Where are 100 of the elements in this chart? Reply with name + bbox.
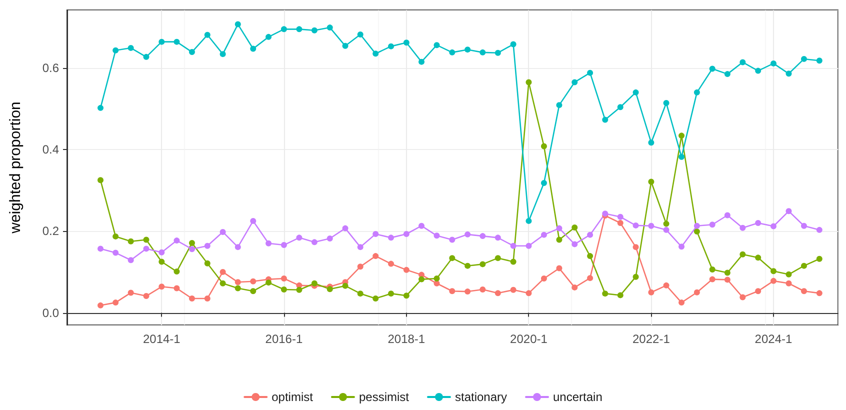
- point: [143, 236, 150, 243]
- point: [480, 49, 486, 56]
- point: [158, 249, 165, 256]
- point: [326, 236, 333, 242]
- point: [372, 295, 379, 302]
- point: [234, 244, 241, 250]
- point: [709, 222, 716, 228]
- point: [220, 268, 226, 275]
- point: [266, 280, 272, 286]
- point: [800, 288, 807, 294]
- point: [694, 89, 700, 96]
- point: [494, 290, 501, 296]
- legend-label: uncertain: [553, 390, 602, 404]
- point: [648, 289, 654, 296]
- point: [678, 154, 685, 160]
- point: [540, 275, 547, 282]
- point: [128, 44, 134, 51]
- point: [280, 242, 287, 248]
- point: [372, 231, 379, 238]
- point: [617, 214, 624, 220]
- point: [128, 257, 134, 264]
- point: [480, 286, 486, 292]
- point: [234, 21, 241, 28]
- point: [816, 226, 822, 233]
- x-tick-label: 2018-1: [388, 332, 426, 346]
- point: [342, 42, 348, 49]
- point: [464, 231, 471, 238]
- point: [572, 241, 578, 248]
- point: [296, 234, 302, 241]
- point: [174, 38, 180, 45]
- point: [280, 275, 287, 282]
- point: [112, 300, 119, 306]
- point: [372, 253, 379, 260]
- point: [556, 225, 562, 232]
- point: [526, 290, 532, 296]
- point: [617, 220, 624, 226]
- point: [556, 102, 562, 108]
- point: [663, 226, 670, 233]
- point: [158, 258, 165, 265]
- point: [755, 288, 762, 294]
- point: [556, 265, 562, 272]
- point: [112, 233, 119, 240]
- point: [648, 222, 654, 229]
- point: [188, 240, 195, 246]
- point: [648, 140, 654, 146]
- point: [357, 31, 364, 38]
- point: [418, 222, 425, 229]
- point: [311, 239, 318, 246]
- point: [816, 290, 822, 296]
- legend-label: stationary: [454, 390, 508, 404]
- point: [266, 34, 272, 40]
- point: [724, 212, 730, 218]
- legend-label: pessimist: [358, 390, 410, 404]
- point: [494, 50, 501, 56]
- point: [188, 246, 195, 252]
- x-tick-label: 2024-1: [754, 332, 793, 346]
- point: [740, 224, 746, 231]
- point: [572, 284, 578, 290]
- point: [158, 284, 165, 290]
- point: [234, 285, 241, 292]
- point: [388, 43, 394, 50]
- point: [632, 244, 639, 250]
- point: [250, 288, 256, 294]
- point: [98, 246, 104, 252]
- point: [602, 290, 608, 297]
- point: [786, 280, 792, 286]
- point: [617, 292, 624, 298]
- point: [143, 293, 150, 300]
- point: [494, 255, 501, 262]
- point: [755, 254, 762, 261]
- point: [510, 242, 516, 249]
- point: [311, 27, 318, 34]
- x-tick-label: 2016-1: [265, 332, 303, 346]
- y-tick-label: 0.0: [42, 306, 60, 320]
- point: [740, 251, 746, 258]
- point: [755, 68, 762, 74]
- point: [342, 225, 348, 232]
- point: [112, 47, 119, 54]
- point: [418, 276, 425, 282]
- point: [280, 26, 287, 32]
- point: [357, 290, 364, 297]
- point: [678, 132, 685, 139]
- point: [510, 258, 516, 265]
- point: [220, 51, 226, 58]
- point: [266, 240, 272, 246]
- point: [540, 180, 547, 186]
- point: [480, 261, 486, 268]
- point: [204, 295, 210, 302]
- point: [510, 286, 516, 293]
- point: [755, 220, 762, 226]
- point: [311, 280, 318, 286]
- point: [694, 289, 700, 296]
- point: [709, 276, 716, 282]
- point: [188, 49, 195, 56]
- point: [326, 24, 333, 31]
- point: [98, 302, 104, 308]
- point: [204, 242, 210, 249]
- point: [403, 266, 410, 273]
- point: [724, 276, 730, 283]
- point: [158, 38, 165, 45]
